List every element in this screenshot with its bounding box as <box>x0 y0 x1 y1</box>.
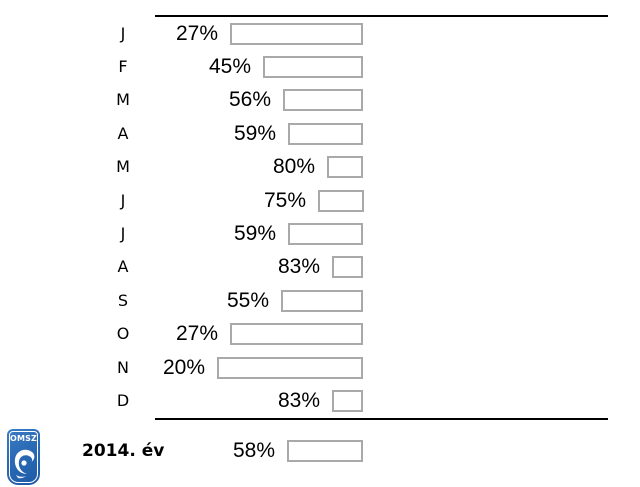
month-label: M <box>116 90 130 109</box>
value-label: 55% <box>226 289 269 312</box>
chart-top-rule <box>155 15 608 17</box>
month-label: S <box>117 291 129 310</box>
bar <box>327 156 363 178</box>
value-label: 20% <box>162 356 205 379</box>
month-label: F <box>118 57 128 76</box>
value-label: 83% <box>277 255 320 278</box>
month-label: M <box>116 157 130 176</box>
month-label: A <box>117 124 129 143</box>
bar <box>332 256 363 278</box>
value-label: 27% <box>175 22 218 45</box>
value-label: 75% <box>263 189 306 212</box>
bar <box>288 123 363 145</box>
bar <box>217 357 363 379</box>
month-label: A <box>117 257 129 276</box>
value-label: 59% <box>233 122 276 145</box>
bar <box>288 223 363 245</box>
month-label: N <box>117 358 129 377</box>
wave-swirl-icon <box>14 449 35 479</box>
omsz-logo: OMSZ <box>7 429 40 485</box>
bar <box>230 23 363 45</box>
value-label: 59% <box>233 222 276 245</box>
annual-year-label: 2014. év <box>82 441 165 461</box>
month-label: J <box>120 24 126 43</box>
month-label: J <box>120 191 126 210</box>
annual-bar <box>287 440 363 462</box>
bar <box>281 290 363 312</box>
chart-bottom-rule <box>155 418 608 420</box>
bar <box>332 390 363 412</box>
value-label: 83% <box>277 389 320 412</box>
bar <box>283 89 363 111</box>
omsz-logo-shield: OMSZ <box>9 431 38 483</box>
bar <box>263 56 363 78</box>
omsz-logo-text: OMSZ <box>9 434 38 443</box>
month-label: J <box>120 224 126 243</box>
value-label: 80% <box>272 155 315 178</box>
value-label: 56% <box>228 88 271 111</box>
annual-value-label: 58% <box>232 439 275 462</box>
month-label: O <box>116 324 130 343</box>
value-label: 27% <box>175 322 218 345</box>
bar <box>230 323 363 345</box>
bar <box>318 190 364 212</box>
month-label: D <box>116 391 130 410</box>
value-label: 45% <box>208 55 251 78</box>
